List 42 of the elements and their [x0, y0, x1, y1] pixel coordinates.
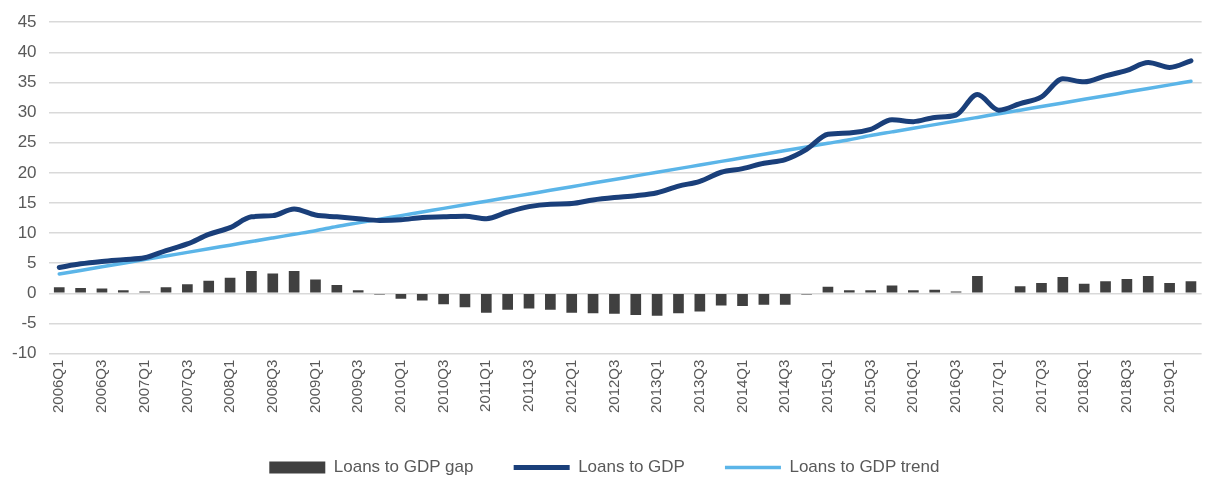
y-tick-label: 35: [17, 72, 37, 92]
x-tick-label: 2007Q3: [177, 359, 195, 414]
x-tick-label: 2017Q3: [1031, 359, 1049, 414]
y-tick-label: 40: [17, 42, 37, 62]
x-tick-label: 2017Q1: [988, 359, 1006, 414]
x-tick-label: 2015Q3: [860, 359, 878, 414]
x-tick-label: 2011Q3: [519, 359, 537, 412]
y-tick-label: -5: [21, 313, 37, 333]
x-tick-label: 2013Q1: [647, 359, 665, 414]
x-tick-label: 2014Q3: [775, 359, 793, 414]
x-tick-label: 2016Q3: [946, 359, 964, 414]
x-tick-label: 2018Q1: [1074, 359, 1092, 414]
x-tick-label: 2008Q1: [220, 359, 238, 414]
x-tick-label: 2012Q3: [604, 359, 622, 414]
y-tick-label: 45: [17, 11, 37, 31]
x-tick-label: 2016Q1: [903, 359, 921, 414]
y-tick-label: 5: [27, 252, 37, 272]
y-tick-label: 15: [17, 192, 37, 212]
y-tick-label: -10: [11, 343, 37, 363]
x-tick-label: 2006Q1: [49, 359, 67, 414]
x-tick-label: 2007Q1: [134, 359, 152, 414]
x-tick-label: 2006Q3: [92, 359, 110, 414]
legend-label: Loans to GDP gap: [333, 457, 474, 477]
x-tick-label: 2008Q3: [262, 359, 280, 414]
y-tick-label: 10: [17, 222, 37, 242]
x-tick-label: 2013Q3: [689, 359, 707, 414]
x-tick-label: 2009Q3: [348, 359, 366, 414]
x-tick-label: 2010Q3: [433, 359, 451, 414]
y-tick-label: 0: [27, 283, 37, 303]
x-tick-label: 2015Q1: [818, 359, 836, 414]
y-tick-label: 30: [17, 102, 37, 122]
legend-label: Loans to GDP: [578, 457, 685, 477]
x-tick-label: 2018Q3: [1117, 359, 1135, 414]
y-tick-label: 25: [17, 132, 37, 152]
x-tick-label: 2012Q1: [561, 359, 579, 414]
x-tick-label: 2009Q1: [305, 359, 323, 414]
x-tick-label: 2011Q1: [476, 359, 494, 412]
legend-label: Loans to GDP trend: [789, 457, 940, 477]
x-tick-label: 2014Q1: [732, 359, 750, 414]
x-tick-label: 2010Q1: [391, 359, 409, 414]
y-tick-label: 20: [17, 162, 37, 182]
x-tick-label: 2019Q1: [1159, 359, 1177, 414]
